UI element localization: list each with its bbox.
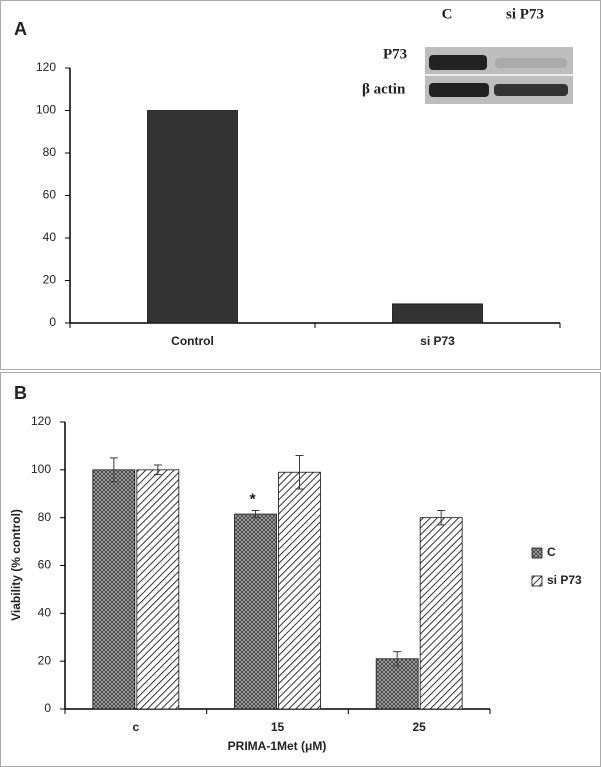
x-tick-label: 15 [271, 720, 285, 734]
error-bar [437, 509, 446, 526]
panel-label: B [14, 383, 27, 403]
x-tick-label: 25 [412, 720, 426, 734]
annotation: * [250, 492, 257, 509]
y-tick-label: 60 [43, 188, 57, 202]
y-tick-label: 60 [38, 558, 52, 572]
error-bar [393, 651, 402, 667]
y-tick-label: 100 [36, 103, 56, 117]
error-bar [109, 457, 118, 483]
y-tick-label: 120 [31, 414, 51, 428]
error-bar [153, 464, 162, 476]
panel-a: A C si P73 P73 β actin 0 20 40 60 80 100 120 Co… [14, 6, 573, 348]
panel-label: A [14, 19, 27, 39]
legend-swatch [531, 547, 543, 559]
bar [392, 303, 483, 324]
error-bar [295, 454, 304, 490]
y-tick-label: 20 [38, 653, 52, 667]
x-axis-label: PRIMA-1Met (μM) [228, 739, 327, 753]
bar [375, 658, 419, 710]
blot-band [495, 58, 567, 68]
bar [147, 110, 238, 324]
blot-column: si P73 [506, 6, 544, 22]
legend-label: C [547, 545, 556, 559]
y-tick-label: 100 [31, 462, 51, 476]
blot-band [429, 83, 489, 97]
blot-row: P73 [383, 46, 407, 62]
blot-band [494, 84, 568, 96]
bar [278, 471, 321, 710]
y-tick-label: 80 [38, 510, 52, 524]
x-tick-label: Control [171, 334, 214, 348]
blot-row: β actin [362, 81, 406, 97]
panel-b: B Viability (% control) PRIMA-1Met (μM) … [9, 383, 582, 753]
y-tick-label: 40 [38, 606, 52, 620]
y-axis-label: Viability (% control) [9, 509, 23, 621]
y-tick-label: 0 [49, 315, 56, 329]
y-tick-label: 80 [43, 145, 57, 159]
y-tick-label: 120 [36, 60, 56, 74]
bar [234, 513, 277, 710]
error-bar [251, 509, 260, 519]
bar [136, 469, 180, 710]
blot-column: C [442, 6, 453, 22]
blot-band [429, 55, 487, 70]
y-tick-label: 0 [44, 701, 51, 715]
bar [419, 517, 463, 710]
legend-swatch [531, 575, 543, 587]
legend-label: si P73 [547, 573, 582, 587]
x-tick-label: c [132, 720, 139, 734]
x-tick-label: si P73 [420, 334, 455, 348]
y-tick-label: 20 [43, 273, 57, 287]
y-tick-label: 40 [43, 230, 57, 244]
bar [92, 469, 136, 710]
